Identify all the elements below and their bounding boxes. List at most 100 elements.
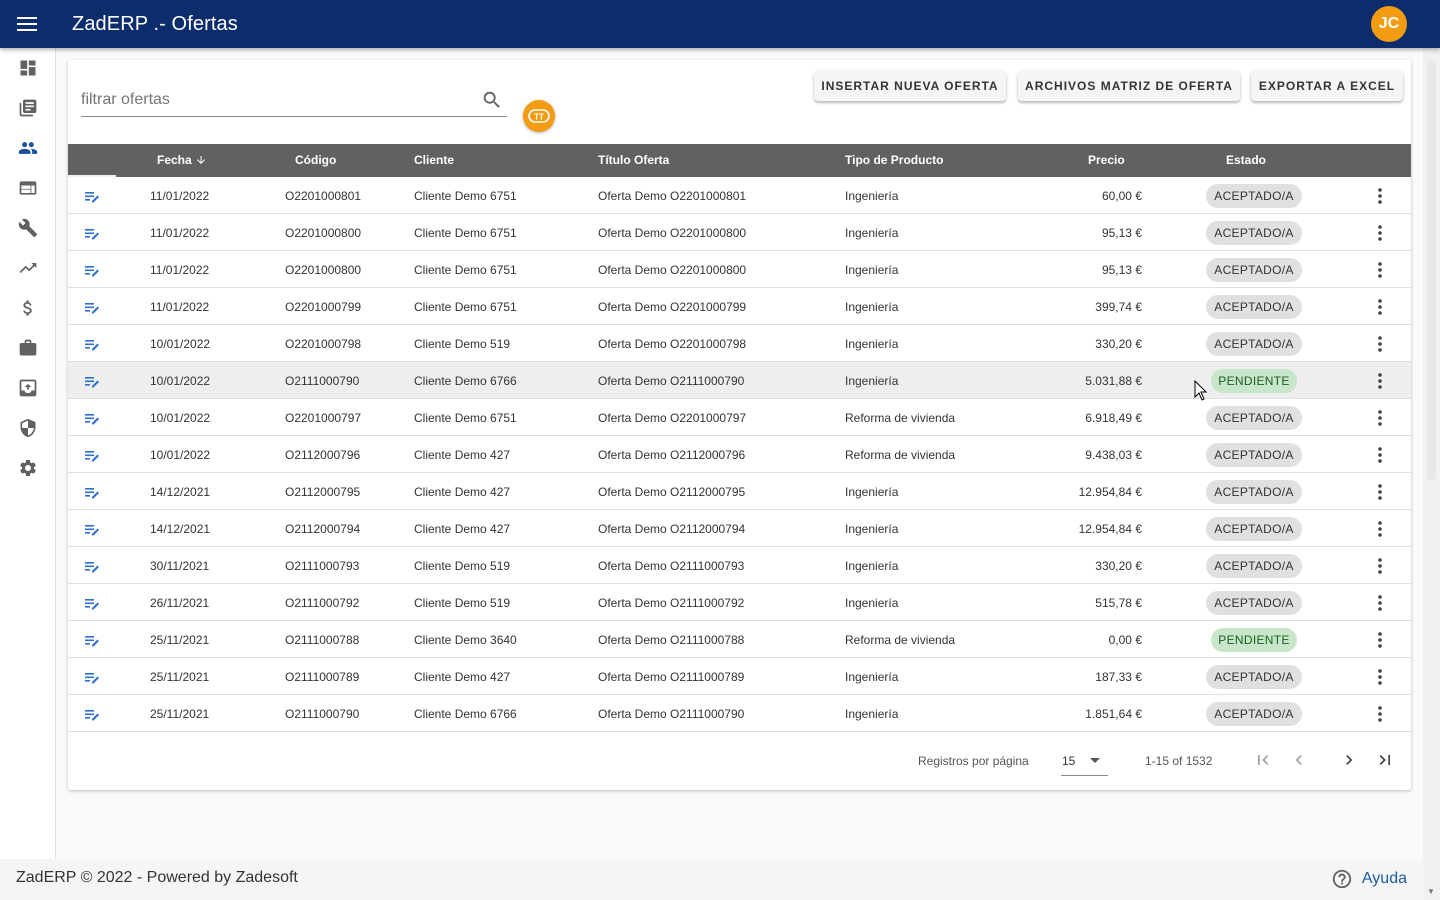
- table-row[interactable]: 11/01/2022 O2201000800 Cliente Demo 6751 Of…: [68, 251, 1411, 288]
- edit-note-icon[interactable]: [84, 226, 100, 243]
- edit-note-icon[interactable]: [84, 374, 100, 391]
- table-row[interactable]: 25/11/2021 O2111000790 Cliente Demo 6766 Of…: [68, 695, 1411, 732]
- sidebar-item-archive[interactable]: [0, 368, 56, 408]
- table-row[interactable]: 30/11/2021 O2111000793 Cliente Demo 519 Ofe…: [68, 547, 1411, 584]
- edit-note-icon[interactable]: [84, 670, 100, 687]
- sidebar-item-security[interactable]: [0, 408, 56, 448]
- web-icon: [19, 181, 37, 195]
- first-page-button[interactable]: [1251, 748, 1275, 772]
- sidebar-item-web[interactable]: [0, 168, 56, 208]
- insert-offer-button[interactable]: Insertar nueva oferta: [814, 71, 1006, 101]
- table-row[interactable]: 10/01/2022 O2201000797 Cliente Demo 6751 Of…: [68, 399, 1411, 436]
- sidebar-item-finance[interactable]: [0, 288, 56, 328]
- previous-page-button[interactable]: [1287, 748, 1311, 772]
- row-menu-button[interactable]: [1368, 222, 1392, 244]
- cell-codigo: O2111000788: [285, 633, 360, 647]
- row-menu-button[interactable]: [1368, 185, 1392, 207]
- cell-precio: 60,00 €: [1101, 189, 1142, 203]
- edit-note-icon[interactable]: [84, 189, 100, 206]
- row-menu-button[interactable]: [1368, 703, 1392, 725]
- more-vert-icon: [1378, 410, 1382, 426]
- column-header-codigo[interactable]: Código: [295, 153, 337, 167]
- status-badge: ACEPTADO/A: [1206, 443, 1302, 467]
- menu-button[interactable]: [0, 0, 56, 48]
- trending-up-icon: [19, 263, 37, 273]
- status-badge: PENDIENTE: [1211, 628, 1297, 652]
- table-row[interactable]: 11/01/2022 O2201000800 Cliente Demo 6751 Of…: [68, 214, 1411, 251]
- table-row[interactable]: 10/01/2022 O2111000790 Cliente Demo 6766 Of…: [68, 362, 1411, 399]
- row-menu-button[interactable]: [1368, 666, 1392, 688]
- row-menu-button[interactable]: [1368, 518, 1392, 540]
- table-row[interactable]: 11/01/2022 O2201000801 Cliente Demo 6751 Of…: [68, 177, 1411, 214]
- help-link[interactable]: Ayuda: [1331, 868, 1407, 890]
- edit-note-icon[interactable]: [84, 411, 100, 428]
- caret-down-icon: [1090, 758, 1100, 763]
- cell-fecha: 11/01/2022: [150, 263, 210, 277]
- edit-note-icon[interactable]: [84, 522, 100, 539]
- cell-cliente: Cliente Demo 6751: [414, 300, 517, 314]
- column-header-fecha[interactable]: Fecha: [157, 153, 207, 167]
- edit-note-icon[interactable]: [84, 559, 100, 576]
- row-menu-button[interactable]: [1368, 555, 1392, 577]
- sidebar-item-clients[interactable]: [0, 128, 56, 168]
- edit-note-icon[interactable]: [84, 596, 100, 613]
- search-input[interactable]: [81, 85, 471, 115]
- table-row[interactable]: 14/12/2021 O2112000795 Cliente Demo 427 Ofe…: [68, 473, 1411, 510]
- row-menu-button[interactable]: [1368, 592, 1392, 614]
- table-row[interactable]: 25/11/2021 O2111000789 Cliente Demo 427 Ofe…: [68, 658, 1411, 695]
- page-scrollbar[interactable]: ▼: [1423, 48, 1440, 900]
- cell-precio: 515,78 €: [1095, 596, 1142, 610]
- sidebar-item-tools[interactable]: [0, 208, 56, 248]
- row-menu-button[interactable]: [1368, 407, 1392, 429]
- row-menu-button[interactable]: [1368, 629, 1392, 651]
- column-header-tipo[interactable]: Tipo de Producto: [845, 153, 944, 167]
- rows-per-page-select[interactable]: 15: [1061, 748, 1108, 776]
- table-header: Fecha Código Cliente Título Oferta Tipo …: [68, 144, 1411, 177]
- scrollbar-thumb[interactable]: [1427, 60, 1436, 480]
- tt-filter-button[interactable]: TT: [523, 100, 555, 132]
- table-row[interactable]: 26/11/2021 O2111000792 Cliente Demo 519 Ofe…: [68, 584, 1411, 621]
- sidebar-item-trends[interactable]: [0, 248, 56, 288]
- search-icon[interactable]: [481, 89, 503, 111]
- column-header-cliente[interactable]: Cliente: [414, 153, 455, 167]
- edit-note-icon[interactable]: [84, 263, 100, 280]
- more-vert-icon: [1378, 447, 1382, 463]
- table-row[interactable]: 10/01/2022 O2112000796 Cliente Demo 427 Ofe…: [68, 436, 1411, 473]
- table-row[interactable]: 11/01/2022 O2201000799 Cliente Demo 6751 Of…: [68, 288, 1411, 325]
- matrix-files-button[interactable]: Archivos matriz de oferta: [1018, 71, 1240, 101]
- sidebar-item-dashboard[interactable]: [0, 48, 56, 88]
- row-menu-button[interactable]: [1368, 296, 1392, 318]
- edit-note-icon[interactable]: [84, 448, 100, 465]
- sidebar-item-catalog[interactable]: [0, 88, 56, 128]
- footer-copyright: ZadERP © 2022 - Powered by Zadesoft: [16, 869, 298, 886]
- row-menu-button[interactable]: [1368, 481, 1392, 503]
- column-header-precio[interactable]: Precio: [1088, 153, 1125, 167]
- row-menu-button[interactable]: [1368, 444, 1392, 466]
- status-badge: ACEPTADO/A: [1206, 332, 1302, 356]
- edit-note-icon[interactable]: [84, 633, 100, 650]
- cell-fecha: 11/01/2022: [150, 300, 210, 314]
- cell-titulo: Oferta Demo O2201000800: [598, 226, 747, 240]
- row-menu-button[interactable]: [1368, 370, 1392, 392]
- shield-icon: [20, 418, 36, 438]
- sidebar-item-business[interactable]: [0, 328, 56, 368]
- table-row[interactable]: 14/12/2021 O2112000794 Cliente Demo 427 Ofe…: [68, 510, 1411, 547]
- column-header-titulo[interactable]: Título Oferta: [598, 153, 670, 167]
- table-row[interactable]: 10/01/2022 O2201000798 Cliente Demo 519 Ofe…: [68, 325, 1411, 362]
- next-page-button[interactable]: [1337, 748, 1361, 772]
- row-menu-button[interactable]: [1368, 333, 1392, 355]
- user-avatar[interactable]: JC: [1371, 6, 1407, 42]
- column-header-estado[interactable]: Estado: [1226, 153, 1267, 167]
- scroll-down-arrow-icon[interactable]: ▼: [1427, 887, 1435, 896]
- edit-note-icon[interactable]: [84, 485, 100, 502]
- header-selection-indicator: [68, 175, 116, 177]
- sidebar-item-settings[interactable]: [0, 448, 56, 488]
- cell-precio: 0,00 €: [1108, 633, 1142, 647]
- edit-note-icon[interactable]: [84, 707, 100, 724]
- last-page-button[interactable]: [1373, 748, 1397, 772]
- table-row[interactable]: 25/11/2021 O2111000788 Cliente Demo 3640 Of…: [68, 621, 1411, 658]
- edit-note-icon[interactable]: [84, 337, 100, 354]
- edit-note-icon[interactable]: [84, 300, 100, 317]
- export-excel-button[interactable]: Exportar a Excel: [1251, 71, 1403, 101]
- row-menu-button[interactable]: [1368, 259, 1392, 281]
